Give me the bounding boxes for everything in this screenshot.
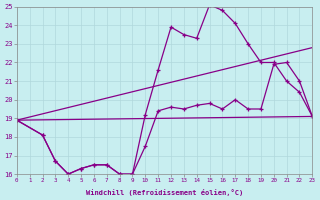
X-axis label: Windchill (Refroidissement éolien,°C): Windchill (Refroidissement éolien,°C)	[86, 189, 243, 196]
